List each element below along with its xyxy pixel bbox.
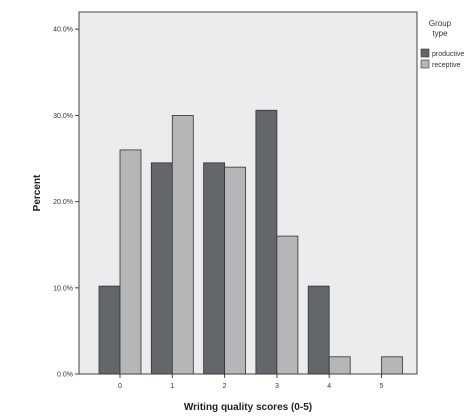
y-axis: 0.0% 10.0% 20.0% 30.0% 40.0% [53, 27, 79, 379]
y-tick-label-0: 0.0% [57, 372, 73, 379]
legend-swatch-productive [420, 48, 430, 58]
bar-receptive-1 [171, 115, 194, 375]
x-axis: 0 1 2 3 4 5 [118, 374, 384, 390]
x-tick-label-4: 4 [327, 383, 331, 390]
legend-title-line-1: Group [429, 19, 452, 28]
x-tick-label-0: 0 [118, 383, 122, 390]
legend-swatch-receptive [420, 59, 430, 69]
x-tick-label-2: 2 [223, 383, 227, 390]
bar-receptive-5 [381, 356, 403, 375]
y-tick-label-4: 40.0% [53, 27, 73, 34]
bar-productive-2 [203, 162, 226, 375]
y-tick-label-3: 30.0% [53, 113, 73, 120]
legend-label-productive: productive [432, 51, 464, 58]
x-tick-label-5: 5 [380, 383, 384, 390]
bar-receptive-0 [119, 149, 142, 375]
y-axis-title: Percent [32, 174, 43, 211]
bars-group [98, 109, 403, 375]
legend: Group type productive receptive [420, 19, 464, 69]
x-tick-label-1: 1 [170, 383, 174, 390]
bar-productive-1 [150, 162, 173, 375]
y-tick-label-2: 20.0% [53, 199, 73, 206]
x-axis-title: Writing quality scores (0-5) [184, 402, 312, 413]
bar-productive-0 [98, 285, 121, 375]
bar-productive-4 [307, 285, 330, 375]
legend-title-line-2: type [432, 29, 448, 38]
bar-receptive-3 [276, 235, 299, 375]
x-tick-label-3: 3 [275, 383, 279, 390]
bar-productive-3 [255, 109, 278, 375]
bar-receptive-2 [224, 166, 247, 375]
y-tick-label-1: 10.0% [53, 285, 73, 292]
bar-receptive-4 [328, 356, 351, 375]
legend-label-receptive: receptive [432, 62, 461, 69]
